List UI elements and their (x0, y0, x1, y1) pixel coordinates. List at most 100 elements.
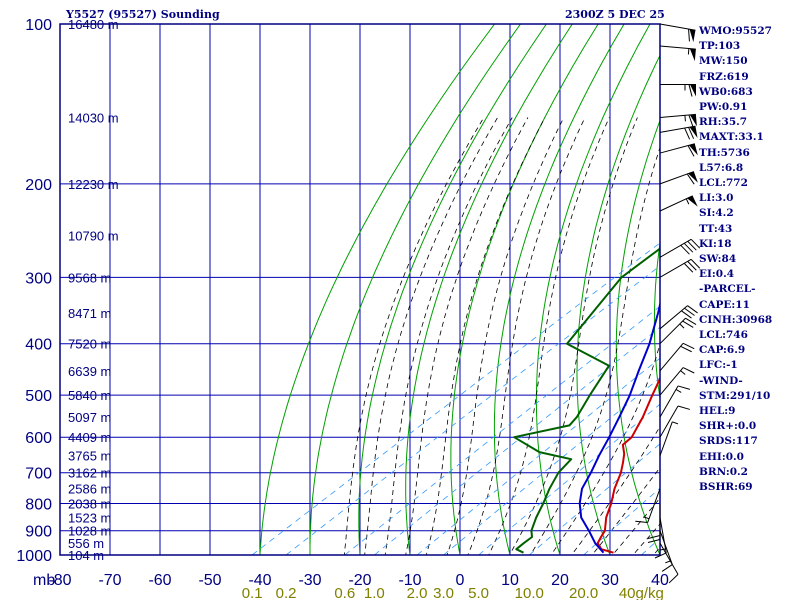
wind-barb-staff (659, 542, 679, 575)
stability-index-panel: WMO:95527 TP:103 MW:150 FRZ:619 WB0:683 PW:0.… (699, 24, 799, 495)
index-item: L57:6.8 (699, 161, 744, 174)
moist-adiabat-line (343, 117, 485, 555)
wind-barb (659, 367, 695, 396)
dry-adiabat-line (358, 24, 548, 555)
height-label: 1523 m (68, 511, 111, 526)
pressure-tick-label: 200 (25, 177, 52, 194)
wind-barb (659, 195, 698, 212)
mixing-ratio-line (251, 242, 660, 555)
index-item: TH:5736 (699, 146, 750, 159)
wind-barb-feather (680, 345, 692, 353)
temperature-tick-label: -60 (148, 572, 171, 589)
wind-barb-staff (659, 530, 673, 565)
height-label: 1028 m (68, 524, 111, 539)
dry-adiabat-line (535, 24, 651, 555)
mixing-ratio-label: 40g/kg (619, 585, 664, 600)
wind-barb-feather (668, 573, 679, 584)
index-item: STM:291/10 (699, 389, 771, 402)
height-label: 6639 m (68, 364, 111, 379)
isobar-isotherm-grid (60, 24, 660, 555)
wind-barb-half-feather (685, 198, 690, 205)
height-label: 16480 m (68, 17, 119, 32)
dry-adiabat-line (405, 24, 573, 555)
wind-barb-feather (690, 259, 701, 269)
height-label: 104 m (68, 548, 104, 563)
temperature-tick-label: 30 (601, 572, 619, 589)
index-item: PW:0.91 (699, 101, 748, 114)
dry-adiabat-line (259, 24, 496, 555)
height-label: 5097 m (68, 410, 111, 425)
height-label: 2038 m (68, 497, 111, 512)
index-item: SI:4.2 (699, 207, 734, 220)
wind-barb (659, 317, 697, 345)
wind-barb-feather (654, 552, 667, 559)
height-label: 9568 m (68, 270, 111, 285)
wind-barb-feather (687, 261, 697, 271)
wind-barb-feather (687, 145, 695, 157)
wind-barbs (635, 23, 701, 584)
pressure-tick-label: 900 (25, 524, 52, 541)
temperature-line (596, 376, 660, 554)
wind-barb-feather (661, 564, 673, 572)
height-label: 8471 m (68, 306, 111, 321)
parcel-line (578, 300, 660, 554)
wind-barb-staff (659, 305, 688, 330)
wind-barb-feather (635, 520, 648, 523)
wind-barb (659, 385, 691, 418)
wind-barb-half-feather (679, 323, 685, 329)
plot-frame (59, 23, 661, 556)
wind-barb (659, 171, 698, 185)
mixing-ratio-label: 10.0 (515, 585, 544, 600)
mixing-ratio-label: 5.0 (468, 585, 489, 600)
wind-barb (659, 405, 691, 438)
height-label: 2586 m (68, 482, 111, 497)
mixing-ratio-label: 0.6 (334, 585, 355, 600)
temperature-tick-label: -30 (298, 572, 321, 589)
index-item: RH:35.7 (699, 116, 748, 129)
pressure-tick-label: 600 (25, 430, 52, 447)
moist-adiabat-line (529, 146, 660, 555)
wind-barb-staff (659, 238, 692, 258)
height-label: 5840 m (68, 388, 111, 403)
moist-adiabat-line (488, 117, 610, 555)
wind-barb-staff (659, 367, 684, 396)
wind-barb-feather (677, 385, 691, 390)
wind-barb-half-feather (672, 421, 679, 425)
temperature-tick-label: 0 (456, 572, 465, 589)
temperature-tick-label: 40 (651, 572, 669, 589)
moist-adiabat-line (571, 425, 660, 555)
height-label: 10790 m (68, 228, 119, 243)
index-item: WB0:683 (699, 85, 753, 98)
mb-axis-label: mb (33, 572, 55, 589)
index-item: LI:3.0 (699, 192, 734, 205)
index-item: EI:0.4 (699, 268, 735, 281)
wind-barb-feather (687, 305, 698, 314)
wind-barb-feather (647, 539, 661, 544)
mixing-ratio-line (285, 265, 660, 555)
wind-barb-feather (681, 310, 692, 319)
temperature-tick-label: -80 (48, 572, 71, 589)
wind-barb-feather (682, 367, 695, 374)
wind-barb (635, 488, 661, 523)
wind-barb (659, 238, 701, 258)
wind-barb (659, 23, 696, 43)
mixing-ratio-label: 1.0 (364, 585, 385, 600)
wind-barb-staff (659, 405, 679, 438)
dry-adiabat-line (450, 24, 599, 555)
wind-barb-feather (687, 240, 697, 251)
mixing-ratio-label: 0.2 (276, 585, 297, 600)
temperature-tick-label: -40 (248, 572, 271, 589)
wind-barb-feather (647, 535, 661, 540)
wind-barb-staff (659, 171, 694, 185)
index-item: CAPE:11 (699, 298, 750, 311)
moist-adiabat-line (632, 523, 660, 555)
height-label: 12230 m (68, 177, 119, 192)
moist-adiabat-line (467, 117, 586, 555)
index-item: TT:43 (699, 222, 733, 235)
wind-barb-staff (659, 421, 673, 456)
wind-barb-flag (687, 195, 698, 207)
index-item: EHI:0.0 (699, 450, 744, 463)
wind-barb-staff (659, 45, 696, 50)
moist-adiabat-line (425, 117, 546, 555)
wind-barb-feather (683, 263, 694, 273)
